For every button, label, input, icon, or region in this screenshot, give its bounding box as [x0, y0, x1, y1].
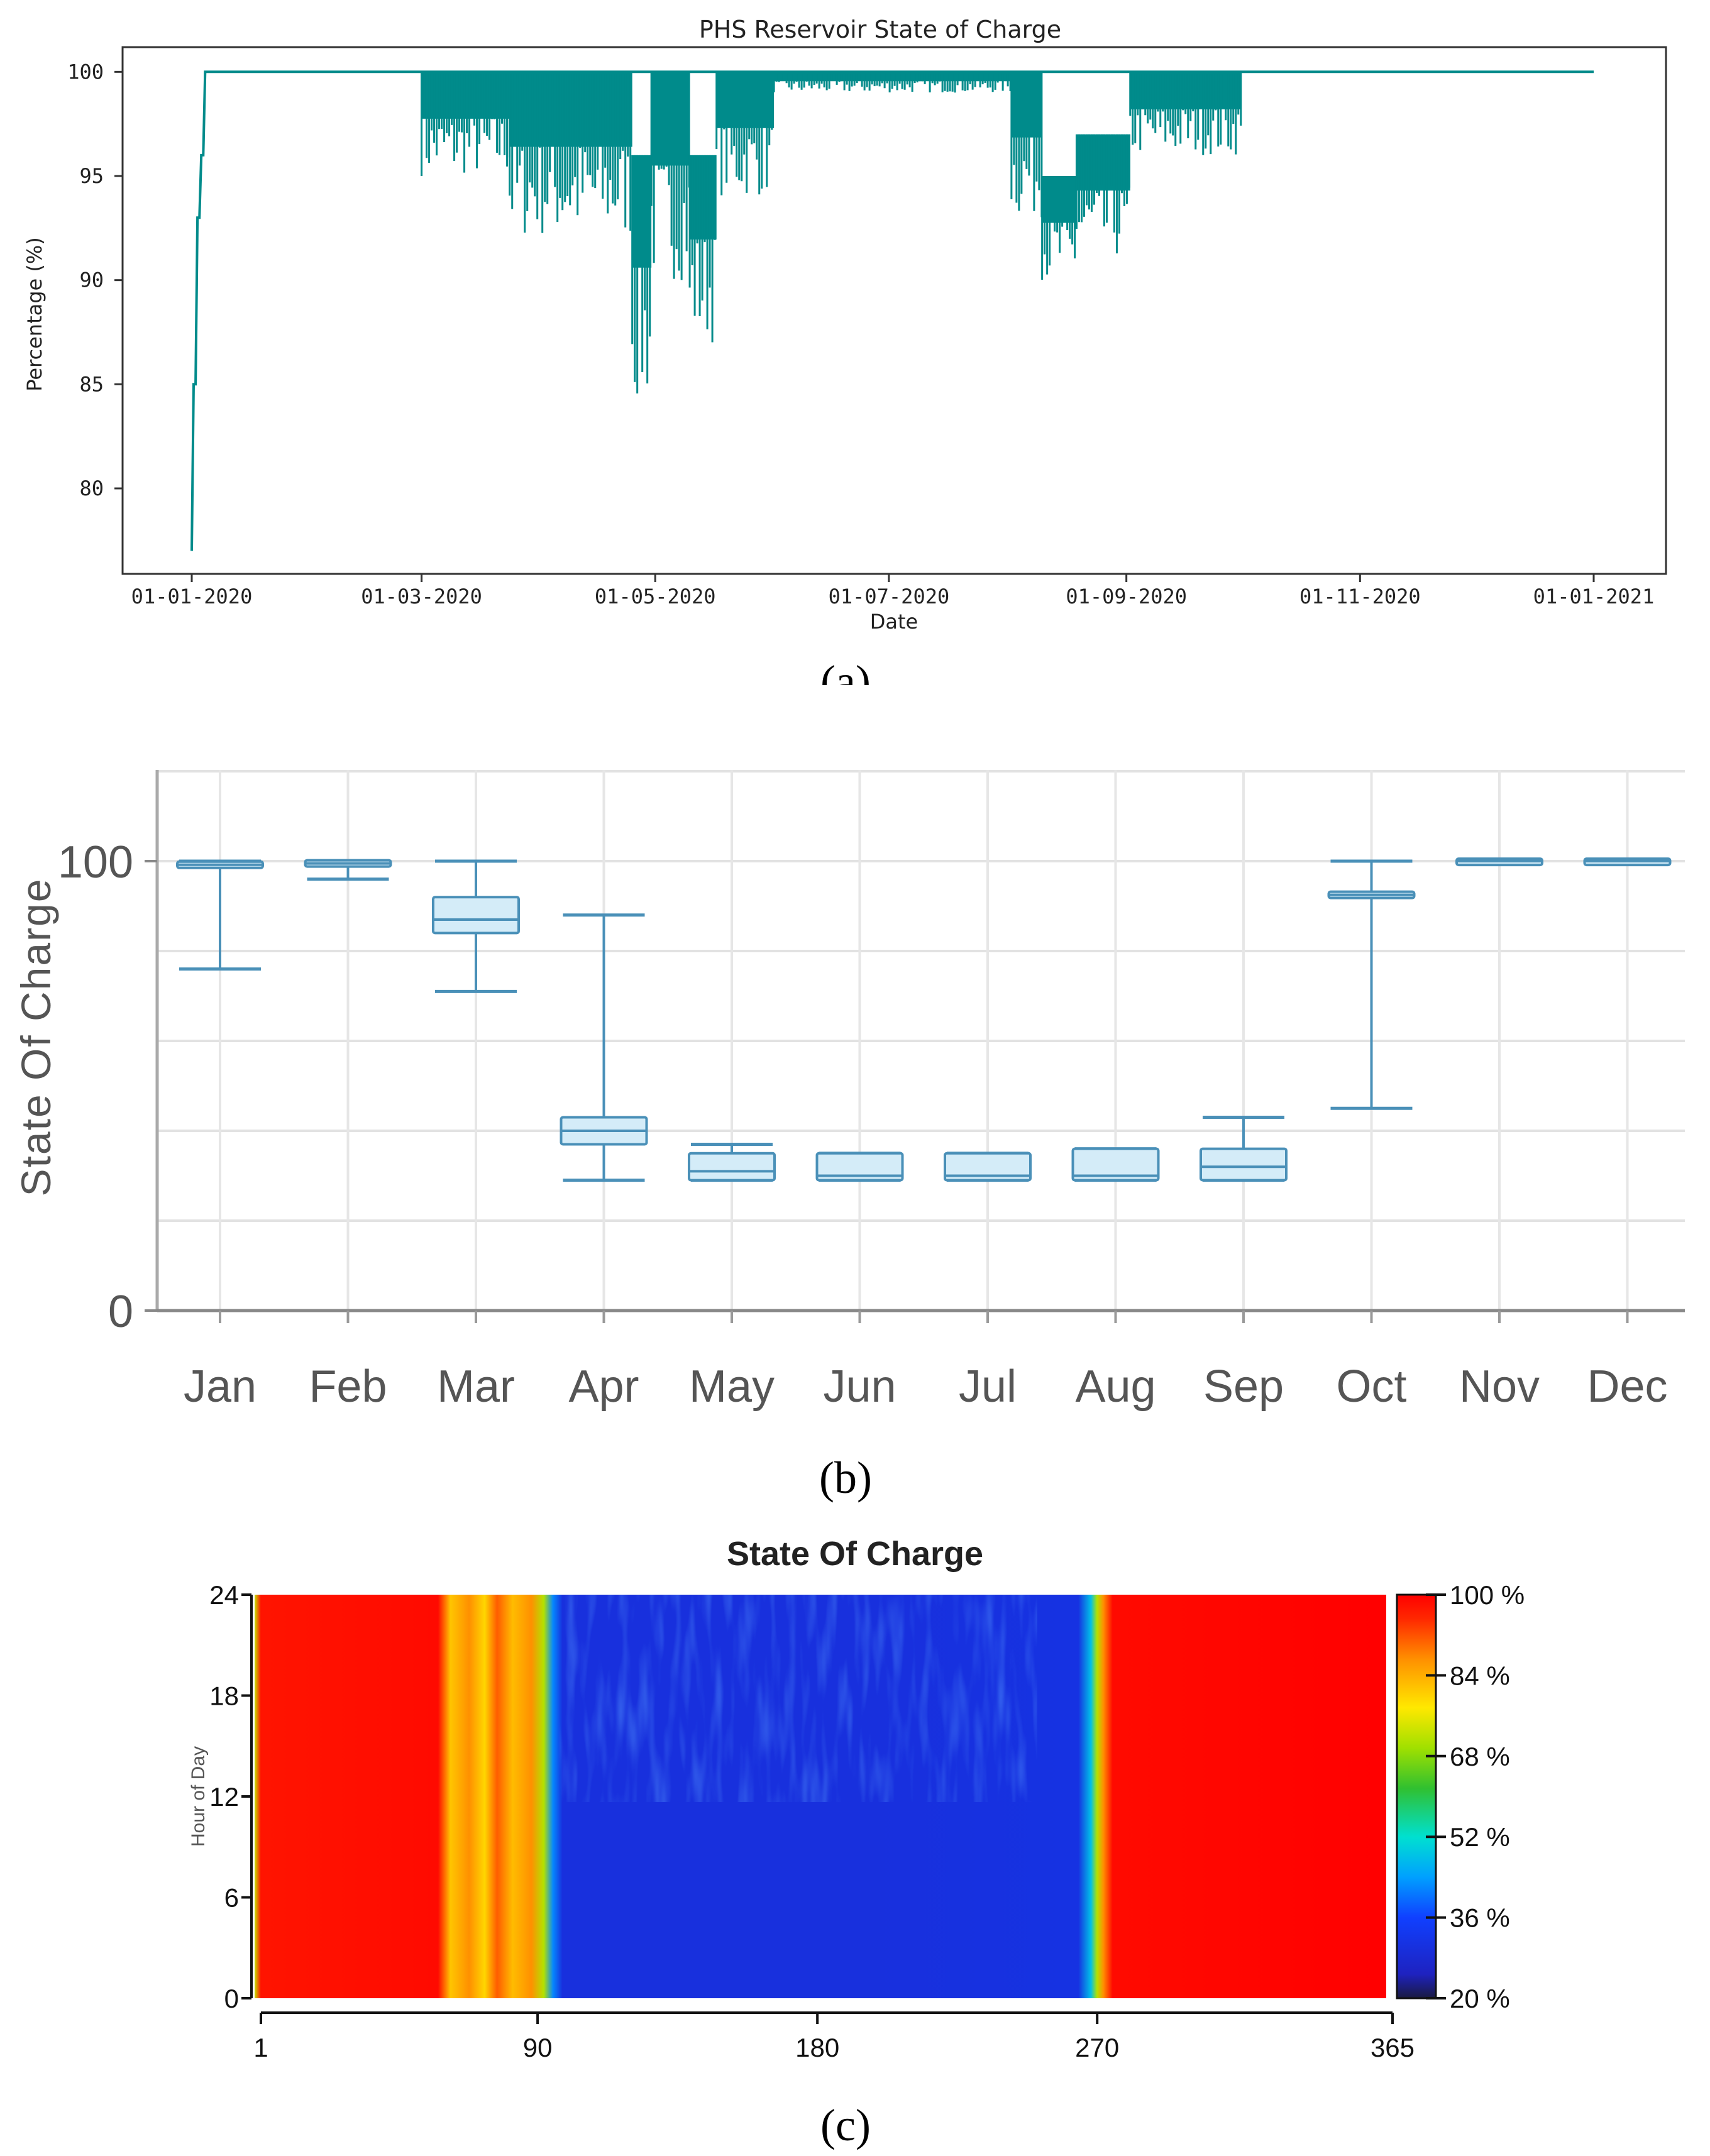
chart-b-x-tick-label: Oct: [1336, 1361, 1406, 1412]
chart-b-x-ticks: Jan Feb Mar Apr May Jun Jul Aug Sep Oct Nov Dec: [184, 1311, 1668, 1412]
chart-b-box-nov: [1455, 857, 1543, 867]
chart-a-y-tick-label: 80: [79, 476, 104, 500]
chart-b-box-sep: [1200, 1116, 1288, 1182]
chart-b-x-tick-label: May: [689, 1361, 775, 1412]
chart-b-x-tick-label: Sep: [1203, 1361, 1284, 1412]
chart-b-box-jul: [944, 1152, 1032, 1182]
chart-b-y-tick-label: 0: [108, 1287, 133, 1337]
chart-b-box-jan: [176, 859, 264, 971]
chart-c-x-tick-label: 1: [253, 2033, 268, 2062]
chart-c-colorbar-tick-label: 84 %: [1450, 1661, 1510, 1690]
chart-b: 0 100 Jan Feb Mar Apr May Jun Jul Aug Sep Oct Nov De…: [13, 770, 1685, 1503]
chart-b-x-tick-label: Jul: [959, 1361, 1017, 1412]
chart-b-y-ticks: 0 100: [58, 837, 157, 1337]
chart-c-heatmap-noise: [560, 1595, 1037, 1802]
chart-a-plot-frame: [121, 46, 1667, 575]
chart-c-title: State Of Charge: [727, 1535, 983, 1573]
chart-b-iqr-box: [432, 896, 520, 935]
chart-b-iqr-box: [688, 1152, 776, 1182]
chart-a-y-tick-label: 95: [79, 164, 104, 188]
chart-c-colorbar-tick-label: 52 %: [1450, 1822, 1510, 1852]
chart-a-x-tick-label: 01-01-2021: [1533, 585, 1655, 608]
chart-c-x-tick-label: 270: [1075, 2033, 1119, 2062]
panel-label-c: (c): [820, 2100, 871, 2150]
chart-a: PHS Reservoir State of Charge 80 85 90 95 10…: [23, 16, 1667, 685]
chart-b-box-mar: [432, 859, 520, 993]
chart-c-y-tick-label: 12: [209, 1782, 239, 1812]
chart-a-x-tick-label: 01-01-2020: [131, 585, 253, 608]
chart-b-box-dec: [1583, 857, 1672, 867]
chart-b-iqr-box: [944, 1152, 1032, 1182]
chart-c-y-ticks: 0 6 12 18 24: [209, 1580, 251, 2013]
chart-c-x-ticks: 1 90 180 270 365: [253, 2013, 1415, 2062]
chart-c-y-tick-label: 0: [224, 1984, 239, 2013]
chart-b-box-may: [688, 1142, 776, 1182]
chart-c-colorbar-tick-label: 20 %: [1450, 1984, 1510, 2013]
chart-a-x-tick-label: 01-03-2020: [361, 585, 482, 608]
chart-b-x-tick-label: Dec: [1587, 1361, 1667, 1412]
chart-b-x-tick-label: Mar: [437, 1361, 515, 1412]
chart-c-colorbar-tick-label: 36 %: [1450, 1903, 1510, 1933]
chart-c-colorbar-tick-label: 68 %: [1450, 1742, 1510, 1771]
chart-b-x-tick-label: Jan: [184, 1361, 256, 1412]
chart-c-y-tick-label: 6: [224, 1883, 239, 1913]
chart-a-series-line: [190, 70, 1594, 551]
chart-b-x-tick-label: Nov: [1459, 1361, 1540, 1412]
chart-a-x-axis: 01-01-2020 01-03-2020 01-05-2020 01-07-2020…: [131, 574, 1655, 608]
chart-a-y-tick-label: 90: [79, 268, 104, 292]
chart-c-colorbar-ticks: 20 % 36 % 52 % 68 % 84 % 100 %: [1426, 1580, 1525, 2013]
chart-a-y-tick-label: 85: [79, 372, 104, 396]
chart-b-box-apr: [560, 913, 648, 1182]
chart-a-x-tick-label: 01-11-2020: [1299, 585, 1421, 608]
chart-c-y-label: Hour of Day: [188, 1746, 209, 1847]
chart-b-box-oct: [1327, 859, 1416, 1110]
panel-label-b: (b): [819, 1453, 872, 1503]
chart-b-boxes: [176, 857, 1672, 1182]
chart-c-y-tick-label: 18: [209, 1681, 239, 1711]
chart-c-colorbar-tick-label: 100 %: [1450, 1580, 1525, 1610]
chart-b-iqr-box: [815, 1152, 904, 1182]
chart-a-fluctuation: [421, 72, 1242, 393]
chart-c: State Of Charge 0 6 12 18 24 1 90 180 270 365 20…: [188, 1535, 1525, 2150]
chart-a-y-label: Percentage (%): [23, 237, 47, 392]
chart-a-y-tick-label: 100: [67, 60, 104, 84]
chart-b-y-tick-label: 100: [58, 837, 133, 888]
chart-a-x-tick-label: 01-09-2020: [1066, 585, 1187, 608]
chart-c-x-tick-label: 365: [1371, 2033, 1415, 2062]
chart-b-grid: [157, 770, 1685, 1311]
chart-b-x-tick-label: Apr: [568, 1361, 639, 1412]
chart-a-y-axis: 80 85 90 95 100: [67, 60, 123, 500]
chart-c-y-tick-label: 24: [209, 1580, 239, 1610]
chart-a-x-tick-label: 01-07-2020: [829, 585, 950, 608]
chart-a-title: PHS Reservoir State of Charge: [699, 16, 1061, 43]
chart-b-x-tick-label: Feb: [309, 1361, 387, 1412]
panel-label-a: (a): [820, 656, 871, 685]
chart-b-iqr-box: [1200, 1147, 1288, 1182]
chart-a-x-label: Date: [870, 610, 918, 634]
chart-b-iqr-box: [1071, 1147, 1160, 1182]
chart-a-x-tick-label: 01-05-2020: [595, 585, 716, 608]
chart-b-box-feb: [304, 859, 392, 881]
chart-b-y-label: State Of Charge: [13, 878, 59, 1197]
chart-a-fluctuation-core: [716, 72, 775, 128]
chart-b-x-tick-label: Aug: [1075, 1361, 1156, 1412]
chart-c-colorbar: [1396, 1593, 1437, 1999]
chart-b-box-aug: [1071, 1147, 1160, 1182]
chart-c-x-tick-label: 180: [795, 2033, 839, 2062]
chart-b-box-jun: [815, 1152, 904, 1182]
chart-b-x-tick-label: Jun: [823, 1361, 896, 1412]
chart-c-x-tick-label: 90: [523, 2033, 553, 2062]
